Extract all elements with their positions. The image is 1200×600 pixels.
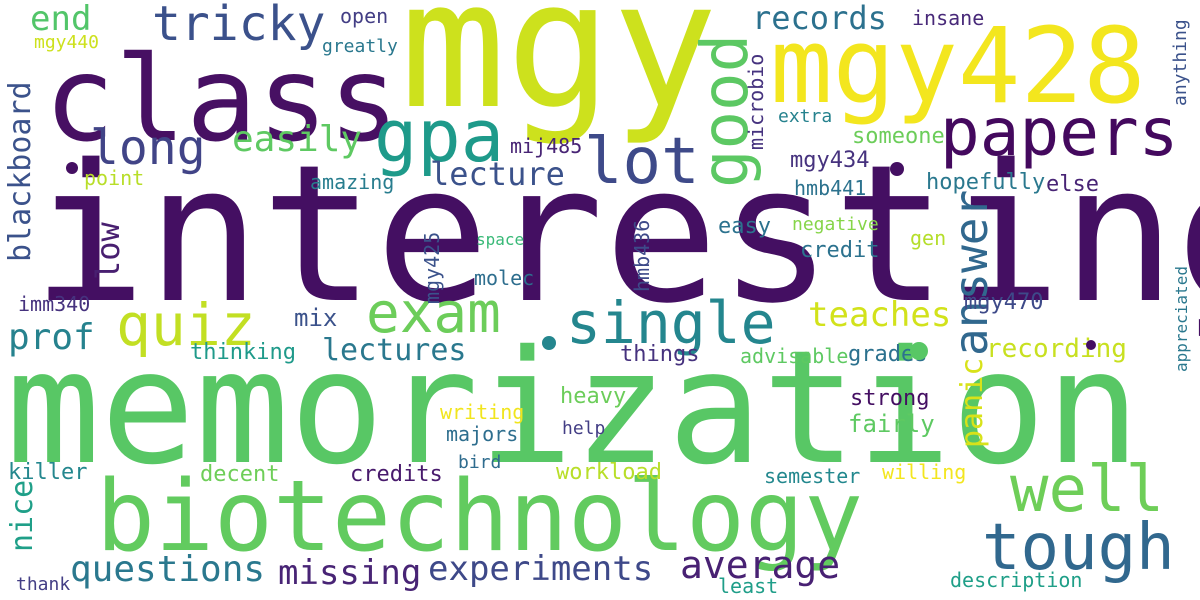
word-semester: semester <box>764 464 861 488</box>
word-least: least <box>718 574 779 598</box>
word-majors: majors <box>446 422 519 446</box>
word-panic: panic <box>955 357 990 448</box>
word-long: long <box>90 120 206 176</box>
word-writing: writing <box>440 400 525 424</box>
word-hopefully: hopefully <box>926 170 1046 195</box>
dot-mark <box>910 342 928 360</box>
word-open: open <box>340 4 389 28</box>
word-class: class <box>44 30 400 168</box>
word-gen: gen <box>910 226 947 250</box>
word-grades: grades <box>848 342 928 367</box>
word-tough: tough <box>982 511 1175 585</box>
word-fairly: fairly <box>848 410 935 438</box>
word-description: description <box>950 568 1083 592</box>
word-missing: missing <box>278 553 422 593</box>
word-workload: workload <box>556 460 662 485</box>
word-else: else <box>1046 172 1099 197</box>
word-exam: exam <box>366 281 501 346</box>
word-anything: anything <box>1170 19 1191 106</box>
word-things: things <box>620 342 700 367</box>
word-amazing: amazing <box>310 170 395 194</box>
word-hmb436: hmb436 <box>630 219 654 292</box>
word-appreciated: appreciated <box>1172 266 1191 372</box>
word-mgy425: mgy425 <box>420 231 444 304</box>
word-point: point <box>84 166 145 190</box>
word-greatly: greatly <box>322 36 398 57</box>
word-nice: nice <box>5 479 40 552</box>
dot-mark <box>542 336 556 350</box>
word-mix: mix <box>294 304 338 332</box>
word-bird: bird <box>458 452 502 473</box>
word-teaches: teaches <box>808 295 952 335</box>
word-blackboard: blackboard <box>3 81 38 262</box>
word-recording: recording <box>986 334 1127 364</box>
dot-mark <box>1086 340 1096 350</box>
dot-mark <box>66 162 78 174</box>
word-insane: insane <box>912 6 985 30</box>
word-lecture: lecture <box>430 155 565 193</box>
word-extra: extra <box>778 106 833 127</box>
word-microbio: microbio <box>744 53 768 150</box>
word-thank: thank <box>16 574 71 595</box>
word-thinking: thinking <box>190 340 296 365</box>
word-answer: answer <box>944 189 998 356</box>
word-mgy428: mgy428 <box>770 5 1146 127</box>
word-strong: strong <box>850 386 930 411</box>
word-prof: prof <box>8 317 95 358</box>
word-help: help <box>562 418 606 439</box>
word-experiments: experiments <box>428 549 654 589</box>
word-mgy: mgy <box>400 0 718 148</box>
word-questions: questions <box>70 549 266 590</box>
word-papers: papers <box>940 94 1179 171</box>
word-negative: negative <box>792 214 879 235</box>
word-memorization: memorization <box>6 317 1141 500</box>
word-killer: killer <box>8 460 88 485</box>
word-easily: easily <box>232 119 363 160</box>
word-mgy434: mgy434 <box>790 148 870 173</box>
word-biotechnology: biotechnology <box>96 460 864 574</box>
word-gpa: gpa <box>374 94 505 178</box>
word-willing: willing <box>882 460 967 484</box>
word-well: well <box>1010 453 1165 527</box>
word-lot: lot <box>584 125 700 199</box>
word-tricky: tricky <box>152 0 326 52</box>
word-advisable: advisable <box>740 344 849 368</box>
word-decent: decent <box>200 462 280 487</box>
word-records: records <box>752 0 887 37</box>
word-credit: credit <box>800 238 880 263</box>
word-space: space <box>476 230 525 249</box>
word-interesting: interesting <box>32 124 1200 345</box>
word-hmb441: hmb441 <box>794 176 867 200</box>
word-imm340: imm340 <box>18 292 91 316</box>
word-molec: molec <box>474 266 535 290</box>
word-single: single <box>566 289 776 357</box>
word-mij485: mij485 <box>510 134 583 158</box>
word-easy: easy <box>718 214 771 239</box>
dot-mark <box>890 162 904 176</box>
word-mgy470: mgy470 <box>964 290 1044 315</box>
word-low: low <box>89 222 127 280</box>
word-someone: someone <box>852 124 945 149</box>
word-mgy440: mgy440 <box>34 32 100 53</box>
word-end: end <box>30 0 92 39</box>
word-heavy: heavy <box>560 384 627 409</box>
word-lectures: lectures <box>322 333 467 368</box>
word-quiz: quiz <box>116 291 256 359</box>
word-credits: credits <box>350 462 443 487</box>
word-average: average <box>680 543 841 587</box>
